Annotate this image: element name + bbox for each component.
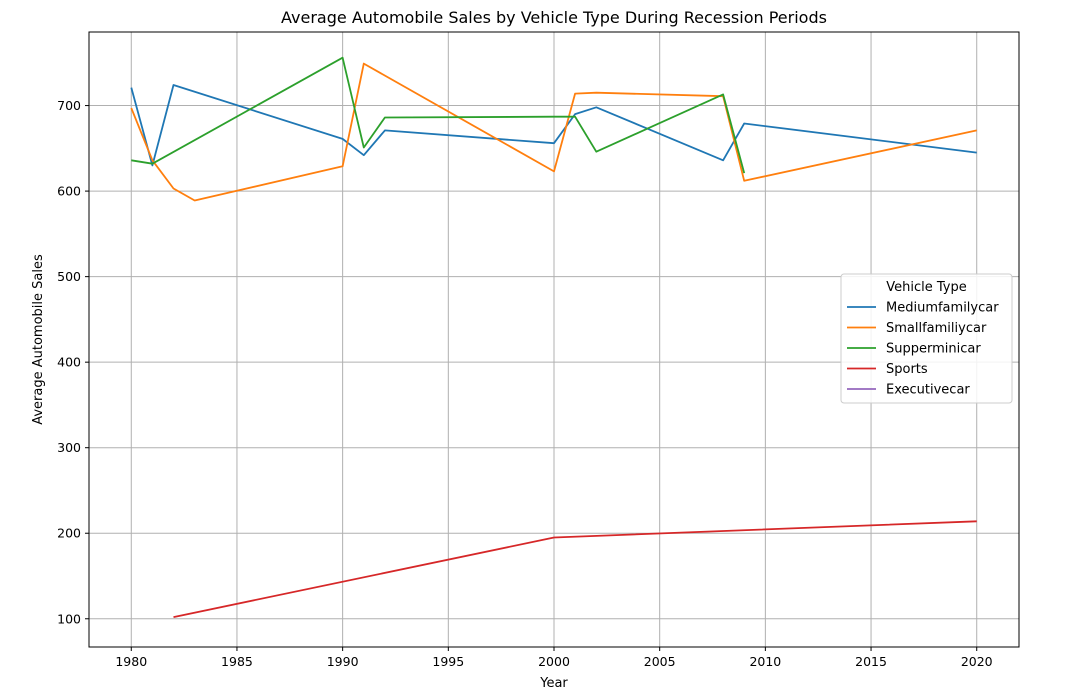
- legend-label-mediumfamilycar: Mediumfamilycar: [886, 301, 999, 316]
- x-tick-label: 1985: [221, 654, 253, 669]
- y-tick-label: 100: [57, 611, 81, 626]
- x-axis-ticks: 1980 1985 1990 1995 2000 2005 2010 2015 2020: [115, 647, 993, 669]
- x-tick-label: 2020: [961, 654, 993, 669]
- x-tick-label: 1995: [432, 654, 464, 669]
- y-axis-label: Average Automobile Sales: [31, 254, 46, 425]
- series-line-mediumfamilycar: [130, 84, 977, 167]
- y-axis-ticks: 100 200 300 400 500 600 700: [57, 98, 89, 626]
- y-tick-label: 600: [57, 184, 81, 199]
- x-tick-label: 1980: [115, 654, 147, 669]
- legend-label-smallfamiliycar: Smallfamiliycar: [886, 321, 987, 336]
- x-tick-label: 2015: [855, 654, 887, 669]
- legend-title: Vehicle Type: [886, 280, 966, 295]
- x-tick-label: 2010: [749, 654, 781, 669]
- x-tick-label: 2005: [644, 654, 676, 669]
- legend-label-executivecar: Executivecar: [886, 383, 970, 398]
- y-tick-label: 200: [57, 526, 81, 541]
- y-tick-label: 400: [57, 355, 81, 370]
- series-line-supperminicar: [131, 56, 746, 174]
- x-axis-label: Year: [539, 676, 568, 691]
- series-line-sports: [173, 520, 977, 618]
- series-lines: [130, 56, 977, 618]
- y-tick-label: 500: [57, 269, 81, 284]
- y-tick-label: 700: [57, 98, 81, 113]
- chart-title: Average Automobile Sales by Vehicle Type…: [281, 8, 827, 27]
- x-tick-label: 2000: [538, 654, 570, 669]
- legend-box: [840, 273, 1013, 404]
- legend: Vehicle Type Mediumfamilycar Smallfamiliy…: [840, 273, 1013, 404]
- legend-label-sports: Sports: [886, 362, 928, 377]
- x-tick-label: 1990: [327, 654, 359, 669]
- legend-label-supperminicar: Supperminicar: [886, 342, 981, 357]
- y-tick-label: 300: [57, 440, 81, 455]
